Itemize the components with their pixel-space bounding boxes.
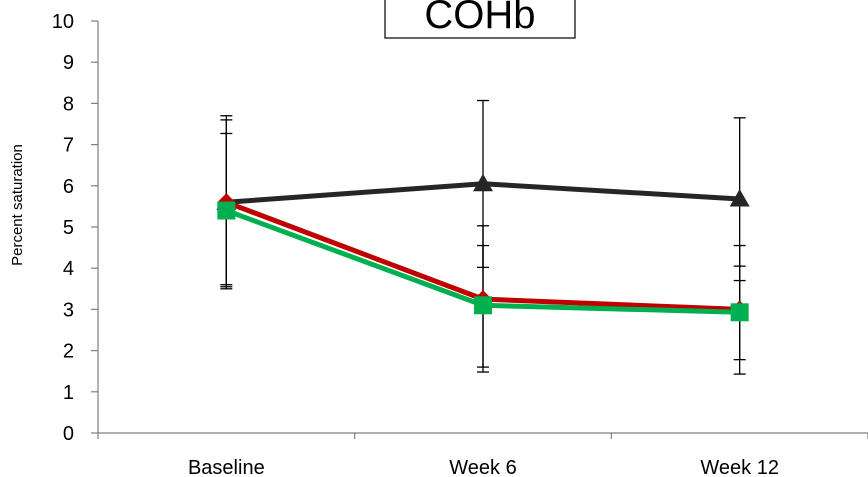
y-axis-label: Percent saturation <box>9 144 26 266</box>
y-tick-label: 0 <box>63 423 74 445</box>
y-tick-label: 5 <box>63 217 74 239</box>
square-marker <box>474 296 492 315</box>
x-tick-label: Week 12 <box>700 457 779 477</box>
y-tick-label: 3 <box>63 299 74 321</box>
x-tick-label: Week 6 <box>449 457 516 477</box>
chart-title-box <box>384 0 576 39</box>
y-tick-label: 8 <box>63 93 74 115</box>
y-tick-label: 9 <box>63 52 74 74</box>
chart-title-text: COHb <box>424 0 535 37</box>
y-tick-label: 1 <box>63 382 74 404</box>
x-tick-label: Baseline <box>188 457 265 477</box>
chart-title: COHb <box>384 0 576 39</box>
y-tick-label: 7 <box>63 135 74 157</box>
square-marker <box>730 303 749 322</box>
triangle-marker <box>473 173 493 192</box>
series-markers <box>216 173 750 322</box>
triangle-marker <box>729 188 750 207</box>
square-marker <box>217 201 236 220</box>
axes: 0 1 2 3 4 5 6 7 8 9 10 Baseline Week 6 Week 12 <box>52 11 868 477</box>
y-tick-label: 4 <box>63 258 74 280</box>
y-tick-label: 2 <box>63 341 74 363</box>
y-tick-label: 10 <box>52 11 74 33</box>
y-tick-label: 6 <box>63 176 74 198</box>
